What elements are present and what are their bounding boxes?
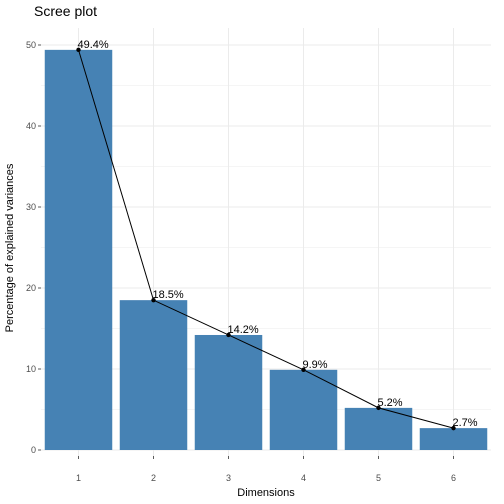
data-label-dimension-2: 18.5% [153, 289, 184, 301]
bar-dimension-1 [44, 49, 113, 451]
x-tick-label: 1 [76, 473, 81, 483]
point-dimension-2 [151, 297, 156, 303]
data-label-dimension-1: 49.4% [78, 39, 109, 51]
x-tick-label: 5 [376, 473, 381, 483]
plot-area: 0 10 20 30 40 50 49.4% 18.5% 14.2% 9.9% 5.2% 2.7% 1 2… [26, 28, 491, 483]
data-label-dimension-6: 2.7% [453, 417, 478, 429]
point-dimension-3 [226, 332, 231, 338]
x-tick-label: 6 [451, 473, 456, 483]
bar-dimension-3 [194, 334, 263, 450]
x-tick-label: 4 [301, 473, 306, 483]
point-dimension-6 [451, 425, 456, 431]
bar-dimension-2 [119, 300, 188, 450]
y-tick-label: 50 [26, 40, 36, 50]
y-tick-label: 30 [26, 202, 36, 212]
data-label-dimension-3: 14.2% [228, 324, 259, 336]
x-tick-label: 2 [151, 473, 156, 483]
y-tick-label: 20 [26, 283, 36, 293]
data-label-dimension-4: 9.9% [303, 359, 328, 371]
y-tick-label: 0 [31, 445, 36, 455]
point-dimension-1 [76, 47, 81, 53]
y-tick-label: 10 [26, 364, 36, 374]
bar-dimension-5 [344, 407, 413, 450]
x-tick-label: 3 [226, 473, 231, 483]
x-axis-title: Dimensions [237, 487, 295, 499]
data-label-dimension-5: 5.2% [378, 397, 403, 409]
bar-dimension-6 [419, 428, 488, 450]
y-axis-title: Percentage of explained variances [4, 163, 16, 332]
y-tick-label: 40 [26, 121, 36, 131]
chart-title: Scree plot [34, 3, 97, 19]
explained-variance-line [78, 49, 454, 429]
bar-dimension-4 [269, 369, 338, 450]
point-dimension-5 [376, 405, 381, 411]
point-dimension-4 [301, 367, 306, 373]
